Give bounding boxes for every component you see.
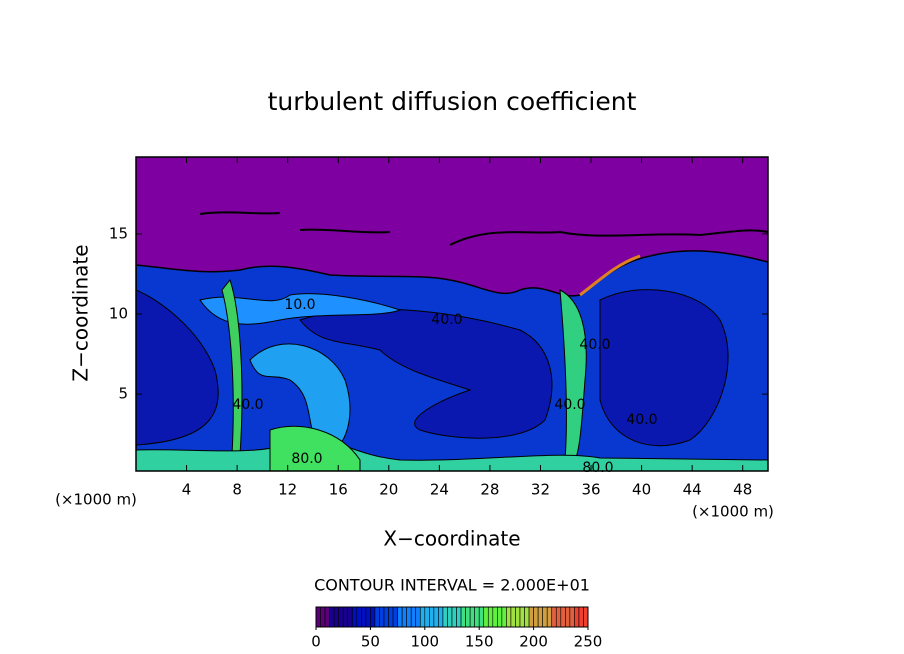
colorbar-cell xyxy=(478,606,485,628)
colorbar-cell xyxy=(424,606,430,628)
contour-interval: CONTOUR INTERVAL = 2.000E+01 xyxy=(314,576,590,595)
colorbar-cell xyxy=(506,606,512,628)
contour-label: 40.0 xyxy=(626,412,657,428)
colorbar-cell xyxy=(565,606,571,628)
colorbar-frame xyxy=(315,606,589,628)
colorbar-cell xyxy=(447,606,453,628)
colorbar-cell xyxy=(374,606,380,628)
y-tick-label: 10 xyxy=(109,305,128,323)
colorbar-cell xyxy=(410,606,417,628)
colorbar-cell xyxy=(370,606,376,628)
x-axis-label: X−coordinate xyxy=(383,527,520,551)
x-tick-label: 24 xyxy=(430,481,449,499)
x-tick-label: 44 xyxy=(683,481,702,499)
contour-label: 40.0 xyxy=(579,337,610,353)
colorbar-cell xyxy=(315,606,321,628)
contour-label: 10.0 xyxy=(284,297,315,313)
colorbar-cell xyxy=(433,606,439,628)
colorbar-tick-label: 50 xyxy=(361,633,380,651)
colorbar-tick-label: 100 xyxy=(410,633,439,651)
colorbar-cell xyxy=(342,606,349,628)
colorbar-cell xyxy=(456,606,462,628)
colorbar-tick-label: 150 xyxy=(465,633,494,651)
colorbar-cell xyxy=(419,606,426,628)
x-tick-label: 28 xyxy=(480,481,499,499)
colorbar-cell xyxy=(429,606,435,628)
x-tick-label: 8 xyxy=(232,481,242,499)
x-tick-label: 20 xyxy=(379,481,398,499)
contour-label: 40.0 xyxy=(554,397,585,413)
colorbar-cell xyxy=(465,606,471,628)
colorbar-cell xyxy=(388,606,394,628)
colorbar-cell xyxy=(546,606,553,628)
x-tick-label: 12 xyxy=(278,481,297,499)
x-tick-label: 4 xyxy=(182,481,192,499)
colorbar-cell xyxy=(569,606,575,628)
colorbar-cell xyxy=(533,606,539,628)
colorbar-cell xyxy=(320,606,326,628)
colorbar-cell xyxy=(542,606,548,628)
colorbar-cell xyxy=(537,606,543,628)
contour-field xyxy=(136,157,768,471)
colorbar-cell xyxy=(501,606,507,628)
colorbar-cell xyxy=(438,606,444,628)
colorbar-cell xyxy=(510,606,516,628)
contour-label: 80.0 xyxy=(291,451,322,467)
x-units-label: (×1000 m) xyxy=(692,503,774,521)
x-tick-label: 48 xyxy=(733,481,752,499)
y-tick-label: 15 xyxy=(109,224,128,242)
colorbar-cell xyxy=(551,606,557,628)
colorbar-tick-label: 0 xyxy=(311,633,321,651)
colorbar-cell xyxy=(515,606,521,628)
colorbar-cell xyxy=(324,606,330,628)
colorbar-cell xyxy=(351,606,358,628)
colorbar-cell xyxy=(560,606,566,628)
colorbar-cell xyxy=(555,606,562,628)
contour-label: 40.0 xyxy=(232,397,263,413)
colorbar-cell xyxy=(474,606,480,628)
x-tick-label: 40 xyxy=(632,481,651,499)
colorbar-cell xyxy=(333,606,339,628)
colorbar-cell xyxy=(401,606,407,628)
colorbar-cell xyxy=(460,606,466,628)
colorbar-cell xyxy=(469,606,475,628)
colorbar-tick-label: 250 xyxy=(574,633,603,651)
colorbar-cell xyxy=(392,606,398,628)
colorbar-cell xyxy=(415,606,421,628)
colorbar-cell xyxy=(383,606,389,628)
colorbar-cell xyxy=(574,606,580,628)
colorbar-cell xyxy=(397,606,403,628)
colorbar-cell xyxy=(361,606,367,628)
x-tick-label: 32 xyxy=(531,481,550,499)
contour-label: 40.0 xyxy=(431,312,462,328)
colorbar-cell xyxy=(483,606,489,628)
y-tick-label: 5 xyxy=(118,385,128,403)
colorbar-cell xyxy=(497,606,503,628)
colorbar-cell xyxy=(524,606,530,628)
colorbar-cell xyxy=(356,606,362,628)
colorbar-cell xyxy=(487,606,494,628)
y-axis-label: Z−coordinate xyxy=(69,244,93,381)
colorbar-cell xyxy=(583,606,589,628)
colorbar-cell xyxy=(528,606,534,628)
colorbar-cell xyxy=(442,606,448,628)
colorbar-cell xyxy=(492,606,498,628)
colorbar-tick-label: 200 xyxy=(519,633,548,651)
colorbar-cell xyxy=(578,606,584,628)
colorbar-cell xyxy=(451,606,457,628)
colorbar-cell xyxy=(519,606,525,628)
x-units-label: (×1000 m) xyxy=(55,491,137,509)
colorbar-cell xyxy=(347,606,353,628)
x-tick-label: 36 xyxy=(581,481,600,499)
chart-title: turbulent diffusion coefficient xyxy=(268,87,637,116)
contour-label: 80.0 xyxy=(582,460,613,476)
colorbar-cell xyxy=(379,606,385,628)
x-tick-label: 16 xyxy=(329,481,348,499)
colorbar-cell xyxy=(365,606,371,628)
colorbar-cell xyxy=(338,606,344,628)
colorbar-cell xyxy=(406,606,412,628)
colorbar-cell xyxy=(329,606,335,628)
